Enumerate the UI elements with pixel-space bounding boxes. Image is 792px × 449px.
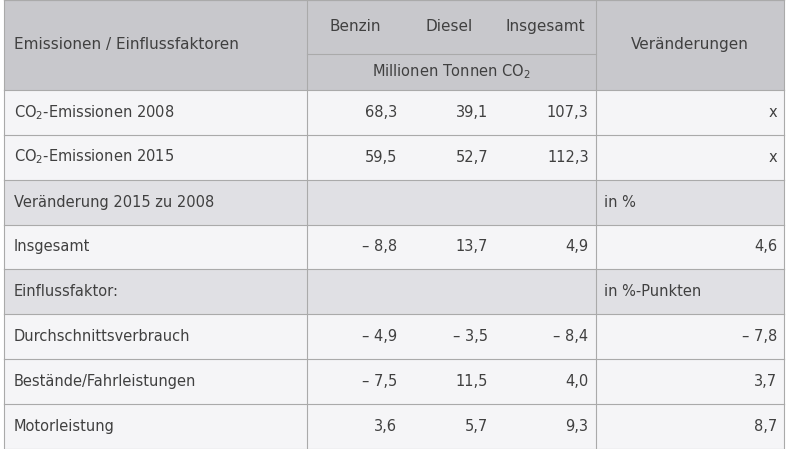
Bar <box>4 180 784 224</box>
Text: 107,3: 107,3 <box>546 105 588 120</box>
Text: CO$_2$-Emissionen 2015: CO$_2$-Emissionen 2015 <box>14 148 174 167</box>
Bar <box>4 224 784 269</box>
Text: 52,7: 52,7 <box>455 150 488 165</box>
Bar <box>4 269 784 314</box>
Bar <box>4 90 784 135</box>
Text: Insgesamt: Insgesamt <box>505 19 585 35</box>
Text: – 7,5: – 7,5 <box>362 374 397 389</box>
Text: in %-Punkten: in %-Punkten <box>604 284 701 299</box>
Text: – 8,8: – 8,8 <box>362 239 397 255</box>
Text: 68,3: 68,3 <box>364 105 397 120</box>
Text: CO$_2$-Emissionen 2008: CO$_2$-Emissionen 2008 <box>14 103 174 122</box>
Text: 9,3: 9,3 <box>565 419 588 434</box>
Text: Benzin: Benzin <box>329 19 382 35</box>
Text: 13,7: 13,7 <box>455 239 488 255</box>
Text: – 8,4: – 8,4 <box>554 329 588 344</box>
Text: 11,5: 11,5 <box>455 374 488 389</box>
Text: in %: in % <box>604 194 635 210</box>
Text: 3,6: 3,6 <box>374 419 397 434</box>
Text: Motorleistung: Motorleistung <box>14 419 115 434</box>
Text: Einflussfaktor:: Einflussfaktor: <box>14 284 119 299</box>
Text: Veränderung 2015 zu 2008: Veränderung 2015 zu 2008 <box>14 194 214 210</box>
Text: 4,0: 4,0 <box>565 374 588 389</box>
Text: 4,9: 4,9 <box>565 239 588 255</box>
Text: x: x <box>768 105 777 120</box>
Text: Diesel: Diesel <box>426 19 473 35</box>
Text: Millionen Tonnen CO$_2$: Millionen Tonnen CO$_2$ <box>372 62 531 81</box>
Text: 112,3: 112,3 <box>547 150 588 165</box>
Text: 8,7: 8,7 <box>754 419 777 434</box>
Text: 39,1: 39,1 <box>455 105 488 120</box>
Text: 3,7: 3,7 <box>754 374 777 389</box>
Text: Bestände/Fahrleistungen: Bestände/Fahrleistungen <box>14 374 196 389</box>
Text: – 7,8: – 7,8 <box>742 329 777 344</box>
Text: – 3,5: – 3,5 <box>453 329 488 344</box>
Text: – 4,9: – 4,9 <box>362 329 397 344</box>
Text: 5,7: 5,7 <box>465 419 488 434</box>
Text: 59,5: 59,5 <box>364 150 397 165</box>
Text: Durchschnittsverbrauch: Durchschnittsverbrauch <box>14 329 190 344</box>
Text: 4,6: 4,6 <box>754 239 777 255</box>
Bar <box>4 0 784 90</box>
Text: Emissionen / Einflussfaktoren: Emissionen / Einflussfaktoren <box>14 37 239 53</box>
Bar <box>4 314 784 359</box>
Bar <box>4 135 784 180</box>
Bar <box>4 404 784 449</box>
Text: Veränderungen: Veränderungen <box>631 37 748 53</box>
Text: Insgesamt: Insgesamt <box>14 239 90 255</box>
Text: x: x <box>768 150 777 165</box>
Bar <box>4 359 784 404</box>
